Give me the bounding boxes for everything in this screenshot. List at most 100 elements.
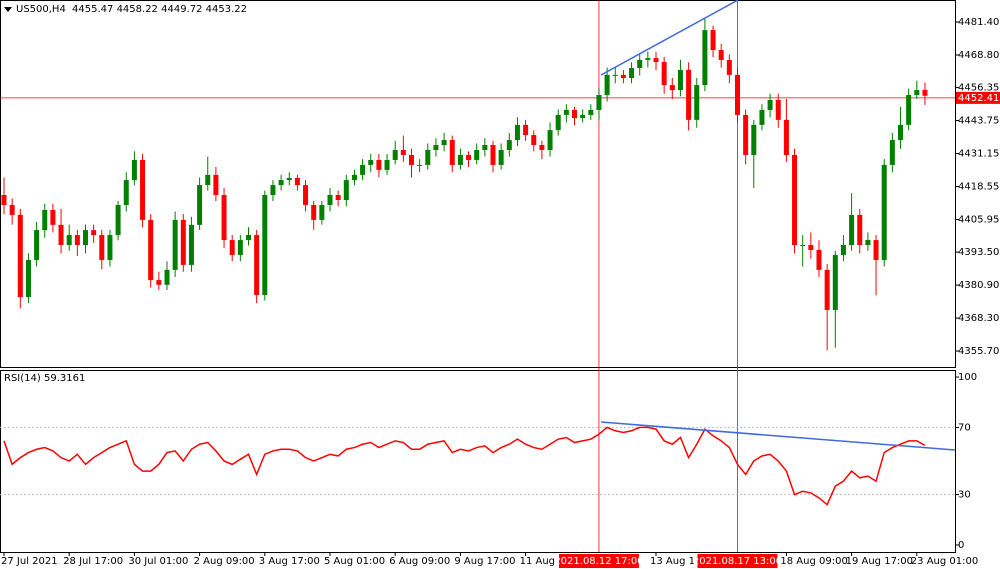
candle-body	[775, 99, 781, 120]
candle-body	[123, 180, 129, 205]
rsi-value: 59.3161	[44, 373, 85, 384]
candle-body	[449, 140, 455, 165]
candle-body	[91, 230, 97, 236]
candle-body	[83, 230, 88, 246]
collapse-icon[interactable]	[4, 7, 12, 12]
x-tick-label: 18 Aug 09:00	[780, 556, 847, 567]
candle-body	[792, 154, 798, 246]
rsi-line	[3, 426, 926, 506]
candle-body	[180, 219, 186, 265]
candle-body	[42, 209, 48, 231]
candle-body	[873, 240, 879, 260]
candle-body	[677, 69, 683, 91]
candle-body	[213, 174, 219, 196]
candle-body	[906, 95, 912, 125]
candle-body	[66, 235, 72, 246]
candle-body	[735, 74, 740, 115]
x-tick-label: 5 Aug 01:00	[324, 556, 385, 567]
candle-body	[596, 95, 602, 110]
y-tick-label: 4481.40	[958, 17, 999, 28]
candle-body	[384, 159, 390, 170]
y-tick-label: 4431.15	[958, 149, 999, 160]
y-tick-label: 4456.35	[958, 83, 999, 94]
candle-body	[433, 145, 439, 150]
marker-tag	[558, 554, 639, 568]
candle-body	[409, 154, 414, 165]
candle-body	[824, 269, 830, 310]
candle-body	[612, 74, 618, 76]
candle-body	[278, 180, 284, 186]
candle-body	[286, 178, 292, 181]
candle-body	[637, 59, 643, 69]
candle-body	[107, 235, 113, 260]
close: 4453.22	[206, 4, 247, 15]
symbol: US500,H4	[16, 4, 66, 15]
candle-body	[246, 235, 251, 241]
candle-body	[254, 235, 260, 296]
candle-body	[547, 130, 553, 150]
candle-body	[881, 164, 887, 260]
candle-body	[303, 185, 309, 205]
candle-body	[645, 58, 651, 60]
candle-body	[669, 85, 675, 91]
candle-body	[25, 259, 31, 298]
candle-body	[506, 140, 512, 150]
y-tick-label: 4368.30	[958, 313, 999, 324]
candle-body	[889, 140, 895, 165]
main-pane-border	[0, 0, 956, 368]
candle-body	[50, 209, 56, 225]
candle-body	[140, 159, 146, 220]
candle-body	[694, 85, 700, 120]
candle-body	[922, 89, 928, 96]
x-tick-label: 28 Jul 17:00	[63, 556, 123, 567]
x-tick-label: 23 Aug 01:00	[911, 556, 978, 567]
candle-body	[351, 174, 357, 181]
candle-body	[319, 204, 325, 220]
candle-body	[555, 114, 561, 131]
x-tick-label: 30 Jul 01:00	[128, 556, 188, 567]
candle-body	[531, 135, 537, 146]
candle-body	[572, 109, 577, 119]
y-tick-label: 4418.55	[958, 182, 999, 193]
candle-body	[131, 159, 137, 181]
candle-body	[188, 224, 194, 265]
candle-body	[620, 74, 626, 79]
candle-body	[1, 195, 7, 205]
candle-body	[661, 62, 667, 86]
candle-body	[205, 174, 211, 186]
candle-body	[441, 140, 447, 146]
candle-body	[270, 185, 276, 196]
current-price-label: 4452.41	[958, 93, 999, 104]
low: 4449.72	[161, 4, 202, 15]
candle-body	[294, 178, 300, 186]
candle-body	[335, 195, 341, 200]
x-tick-label: 13 Aug 17:00	[650, 556, 717, 567]
rsi-y-tick-label: 70	[958, 422, 971, 433]
candle-body	[392, 149, 398, 160]
candle-body	[604, 74, 610, 96]
candle-body	[368, 159, 374, 165]
candle-body	[115, 204, 121, 236]
candle-body	[523, 124, 529, 136]
current-price-tag	[956, 91, 1000, 104]
candle-body	[237, 240, 243, 255]
y-tick-label: 4355.70	[958, 346, 999, 357]
candle-body	[221, 195, 227, 241]
marker-label: 2021.08.17 13:00	[693, 556, 782, 567]
candle-body	[840, 245, 846, 255]
candle-body	[898, 124, 903, 141]
candle-body	[425, 149, 431, 165]
candle-body	[164, 269, 170, 285]
candle-body	[482, 145, 488, 150]
candle-body	[457, 154, 463, 165]
candle-body	[417, 164, 423, 166]
candle-body	[849, 214, 855, 246]
candle-body	[816, 249, 822, 270]
rsi-y-tick-label: 100	[958, 372, 977, 383]
candle-body	[311, 204, 317, 220]
open: 4455.47	[72, 4, 113, 15]
candle-body	[743, 114, 749, 155]
candle-body	[588, 109, 594, 115]
y-tick-label: 4468.80	[958, 50, 999, 61]
candle-body	[229, 240, 235, 255]
